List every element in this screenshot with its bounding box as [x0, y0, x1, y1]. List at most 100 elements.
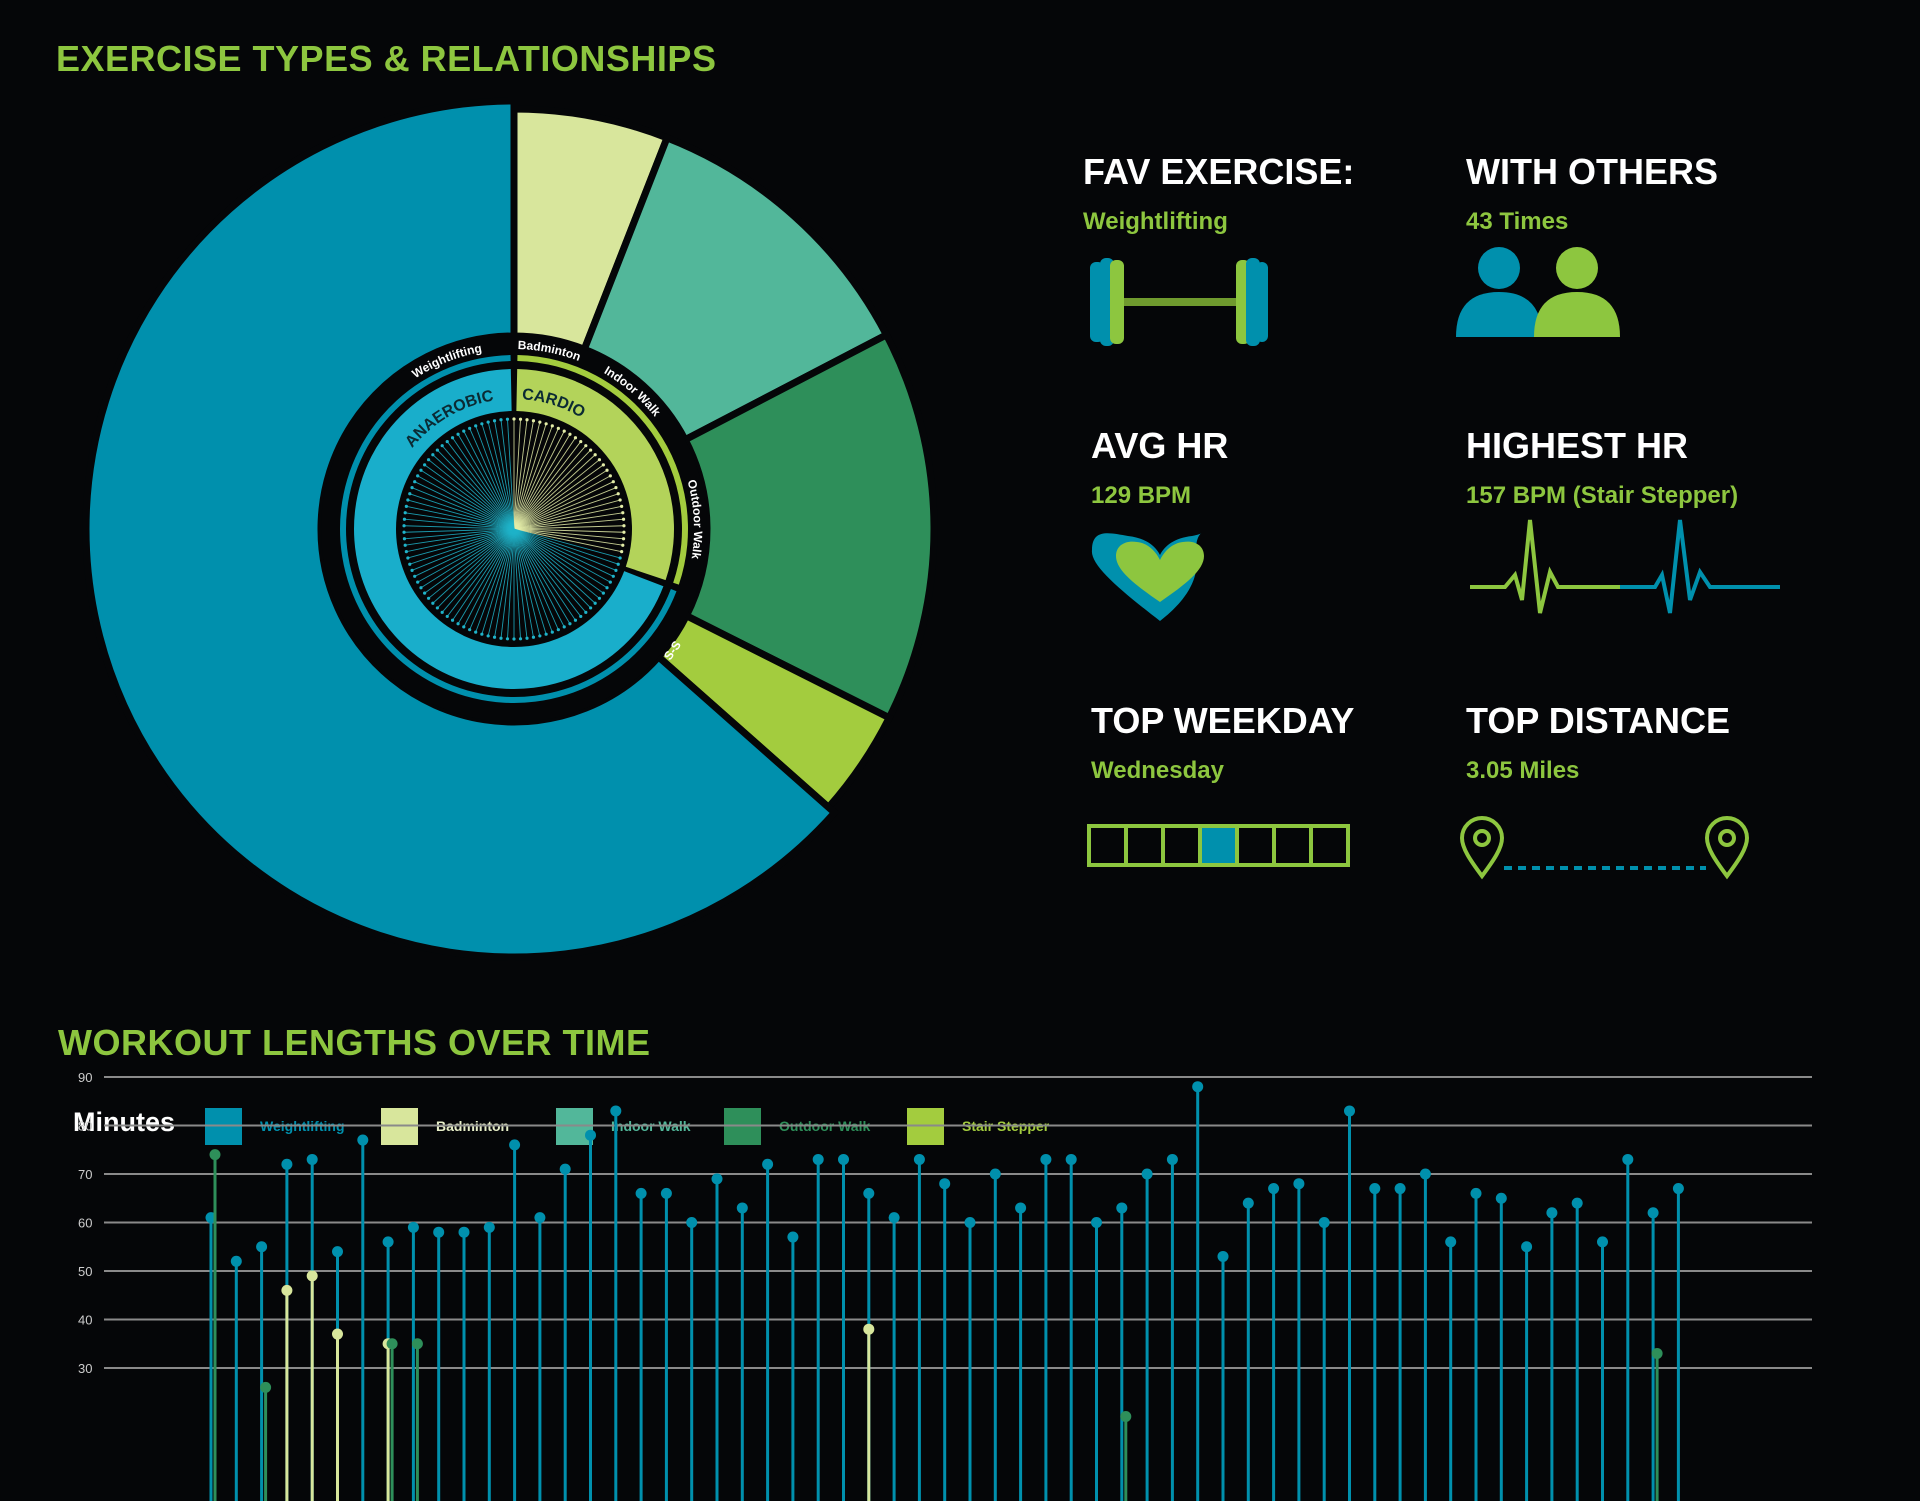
center-radial-dot — [419, 468, 423, 472]
lollipop-dot — [1622, 1153, 1634, 1165]
lollipop-dot — [281, 1284, 293, 1296]
center-radial-dot — [573, 436, 578, 440]
center-radial-line — [481, 528, 515, 635]
center-radial-line — [513, 528, 611, 583]
fav-exercise-value: Weightlifting — [1083, 208, 1228, 235]
center-radial-line — [437, 449, 515, 530]
lollipop-dot — [863, 1323, 875, 1335]
top-distance-value: 3.05 Miles — [1466, 757, 1580, 784]
center-radial-dot — [597, 596, 602, 600]
lollipop-dot — [382, 1236, 394, 1248]
center-radial-dot — [450, 436, 455, 440]
legend-item-indoor-walk: Indoor Walk — [556, 1107, 691, 1145]
lollipop-dot — [1445, 1236, 1457, 1248]
center-radial-line — [409, 528, 515, 565]
lollipop-dot — [913, 1153, 925, 1165]
center-radial-dot — [403, 511, 407, 515]
center-radial-line — [513, 419, 528, 530]
lollipop-dot — [1040, 1153, 1052, 1165]
center-radial-line — [513, 528, 624, 540]
center-radial-dot — [593, 601, 597, 605]
center-radial-dot — [474, 424, 478, 428]
center-radial-line — [513, 421, 541, 530]
center-radial-dot — [486, 634, 490, 638]
weekday-cell — [1198, 824, 1239, 867]
center-radial-line — [452, 528, 515, 621]
center-radial-dot — [445, 439, 449, 444]
lollipop-dot — [306, 1153, 318, 1165]
center-radial-dot — [614, 568, 618, 572]
center-radial-line — [513, 528, 534, 638]
lollipop-dot — [230, 1255, 242, 1267]
center-radial-dot — [618, 498, 622, 502]
center-radial-line — [420, 469, 515, 530]
center-radial-line — [481, 423, 515, 530]
center-radial-dot — [525, 418, 529, 422]
center-radial-line — [513, 505, 622, 530]
center-radial-line — [414, 481, 515, 530]
with-others-value: 43 Times — [1466, 208, 1569, 235]
center-radial-dot — [426, 596, 431, 600]
center-radial-line — [414, 528, 515, 577]
center-radial-line — [494, 528, 515, 638]
center-radial-dot — [408, 562, 412, 566]
center-radial-line — [507, 528, 515, 639]
center-radial-dot — [579, 614, 583, 619]
center-radial-line — [487, 421, 515, 530]
center-radial-dot — [518, 637, 523, 641]
center-radial-line — [513, 464, 604, 530]
center-radial-dot — [621, 543, 625, 547]
center-radial-line — [513, 419, 521, 530]
center-radial-line — [432, 528, 515, 604]
center-radial-dot — [593, 453, 597, 457]
center-radial-line — [428, 528, 515, 599]
lollipop-dot — [1521, 1241, 1533, 1253]
lollipop-dot — [509, 1139, 521, 1151]
lollipop-dot — [787, 1231, 799, 1243]
lollipop-dot — [812, 1153, 824, 1165]
center-radial-dot — [616, 562, 620, 566]
lollipop-dot — [382, 1338, 394, 1350]
legend-swatch — [381, 1107, 418, 1145]
center-radial-line — [513, 528, 587, 613]
center-radial-line — [463, 528, 515, 628]
lollipop-dot — [260, 1381, 272, 1393]
center-radial-line — [513, 528, 528, 639]
legend-swatch — [205, 1107, 242, 1145]
center-radial-line — [446, 528, 515, 617]
center-radial-dot — [426, 458, 431, 462]
lollipop-dot — [559, 1163, 571, 1175]
fav-exercise-label: FAV EXERCISE: — [1083, 151, 1355, 192]
center-radial-line — [405, 512, 515, 530]
center-radial-dot — [608, 474, 612, 478]
center-radial-dot — [618, 556, 622, 560]
center-radial-line — [487, 528, 515, 637]
center-radial-dot — [611, 574, 615, 578]
lollipop-dot — [1318, 1217, 1330, 1228]
center-radial-line — [513, 420, 534, 530]
center-radial-line — [475, 528, 515, 633]
ring-cardio — [516, 369, 674, 581]
center-radial-line — [406, 505, 515, 530]
lollipop-dot — [1015, 1202, 1027, 1214]
lollipop-dot — [888, 1212, 900, 1224]
center-radial-dot — [445, 614, 449, 619]
weekday-cell — [1161, 824, 1202, 867]
center-radial-line — [513, 528, 559, 630]
center-radial-line — [513, 441, 582, 530]
center-radial-line — [437, 528, 515, 609]
center-radial-line — [513, 528, 624, 533]
weekday-cell — [1124, 824, 1165, 867]
center-radial-dot — [556, 426, 560, 430]
lollipop-dot — [332, 1328, 343, 1340]
center-radial-line — [513, 528, 619, 565]
center-radial-line — [513, 528, 565, 628]
legend-label: Stair Stepper — [962, 1118, 1050, 1134]
center-radial-line — [424, 528, 515, 594]
center-radial-line — [513, 528, 621, 559]
legend-label: Outdoor Walk — [779, 1118, 871, 1134]
lollipop-dot — [1651, 1347, 1663, 1359]
lollipop-dot — [205, 1212, 217, 1224]
center-radial-dot — [450, 618, 455, 622]
